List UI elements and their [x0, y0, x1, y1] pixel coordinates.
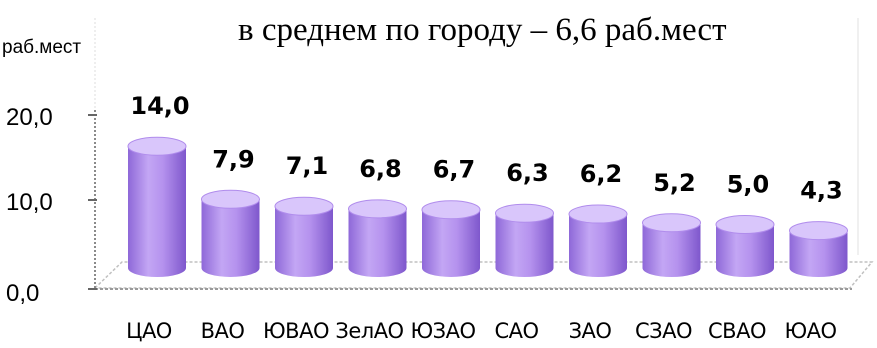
data-label: 7,9 — [212, 145, 255, 173]
bar-СВАО — [715, 215, 775, 277]
bar-body — [495, 213, 554, 277]
bar-САО — [495, 203, 554, 277]
data-labels-group: 14,0 7,9 7,1 6,8 6,7 6,3 6,2 5,2 5,0 4,3 — [130, 92, 842, 204]
bar-body — [422, 209, 480, 277]
bar-top — [421, 200, 481, 220]
bar-body — [789, 230, 848, 277]
category-label: ЗелАО — [335, 319, 403, 343]
category-label: СВАО — [708, 319, 766, 343]
category-label: СЗАО — [635, 319, 692, 343]
category-label: ЮАО — [784, 319, 836, 343]
bar-top — [348, 199, 407, 219]
category-label: ЗАО — [569, 319, 612, 343]
data-label: 6,8 — [359, 155, 402, 183]
category-label: ЮЗАО — [410, 319, 475, 343]
chart-floor — [93, 261, 874, 289]
bar-СЗАО — [642, 213, 701, 277]
data-label: 5,2 — [653, 169, 696, 197]
bar-top — [495, 203, 554, 223]
bar-top — [127, 136, 187, 156]
data-label: 6,3 — [506, 159, 549, 187]
bar-body — [348, 208, 407, 277]
category-labels-group: ЦАО ВАО ЮВАО ЗелАО ЮЗАО САО ЗАО СЗАО СВАО ЮАО — [126, 319, 837, 343]
data-label: 6,7 — [433, 156, 476, 184]
bar-ЮЗАО — [421, 200, 481, 277]
data-label: 5,0 — [727, 171, 770, 199]
bar-body — [716, 224, 774, 277]
y-axis-label: раб.мест — [2, 37, 81, 58]
bar-top — [642, 213, 701, 233]
chart-subtitle: в среднем по городу – 6,6 раб.мест — [238, 12, 727, 48]
y-ticks: 0,0 10,0 20,0 — [6, 104, 97, 307]
bar-ЗАО — [568, 204, 628, 277]
bars-group — [127, 136, 848, 277]
data-label: 14,0 — [130, 92, 189, 120]
bar-top — [201, 189, 260, 209]
bar-top — [789, 221, 848, 241]
category-label: ВАО — [201, 319, 245, 343]
bar-body — [275, 206, 333, 277]
bar-ЮВАО — [274, 196, 334, 277]
category-label: САО — [494, 319, 538, 343]
bar-ЮАО — [789, 221, 848, 277]
category-label: ЮВАО — [263, 319, 329, 343]
data-label: 7,1 — [286, 152, 329, 180]
bar-top — [274, 196, 334, 216]
y-tick-label: 0,0 — [6, 280, 39, 307]
y-tick-label: 20,0 — [6, 104, 53, 131]
bar-body — [201, 199, 260, 277]
data-label: 4,3 — [800, 177, 843, 205]
bar-body — [642, 222, 701, 277]
category-label: ЦАО — [126, 319, 172, 343]
bar-body — [569, 214, 627, 277]
bar-ВАО — [201, 189, 260, 277]
data-label: 6,2 — [580, 160, 623, 188]
bar-body — [128, 146, 186, 277]
bar-top — [715, 215, 775, 234]
y-tick-label: 10,0 — [6, 189, 53, 216]
bar-ЦАО — [127, 136, 187, 277]
bar-ЗелАО — [348, 199, 407, 277]
bar-top — [568, 204, 628, 224]
